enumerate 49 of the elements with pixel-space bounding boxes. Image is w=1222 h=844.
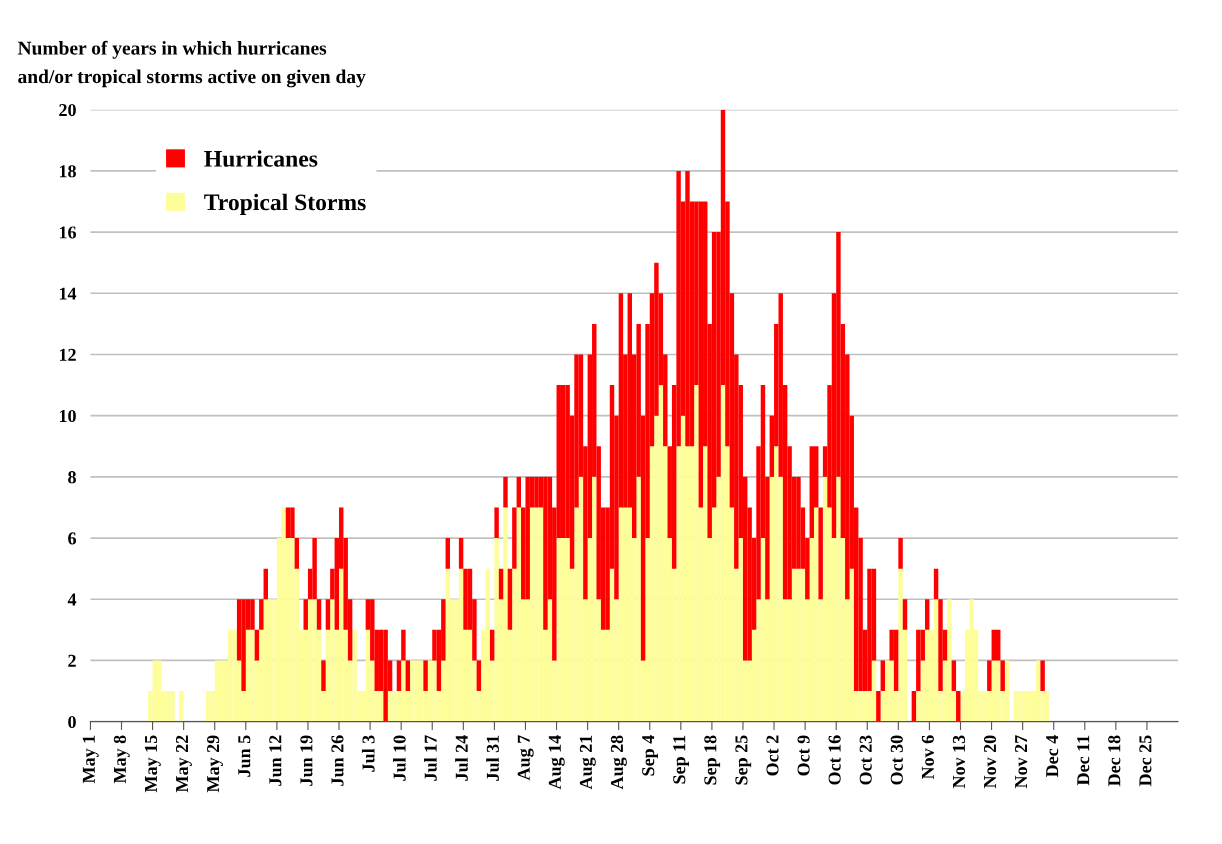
x-tick-label: Jun 26 — [331, 735, 344, 786]
y-tick-label: 4 — [67, 593, 77, 606]
y-tick-label: 16 — [59, 226, 77, 239]
x-tick-label: Sep 11 — [673, 735, 690, 784]
x-tick-label: May 22 — [175, 735, 192, 793]
x-tick-label: Jun 19 — [300, 735, 313, 786]
x-tick-label: Sep 4 — [642, 735, 658, 776]
x-tick-label: Jul 10 — [392, 735, 406, 781]
x-tick-label: Jul 3 — [361, 735, 375, 772]
y-tick-label: 18 — [59, 165, 76, 178]
x-tick-label: Dec 4 — [1046, 735, 1059, 778]
x-tick-label: Aug 21 — [579, 735, 596, 790]
x-tick-label: Nov 6 — [921, 735, 934, 780]
x-tick-label: Aug 28 — [610, 735, 627, 790]
y-tick-label: 2 — [68, 654, 76, 667]
x-tick-label: Nov 13 — [952, 735, 966, 789]
x-tick-label: Dec 25 — [1139, 735, 1152, 787]
x-tick-label: Sep 25 — [735, 735, 752, 785]
x-tick-label: Dec 11 — [1077, 735, 1090, 786]
x-tick-label: Jun 12 — [269, 735, 282, 786]
legend-label: Hurricanes — [204, 150, 318, 167]
y-tick-label: 0 — [68, 715, 76, 729]
x-tick-label: May 1 — [82, 735, 99, 784]
x-tick-label: Nov 20 — [983, 735, 997, 789]
x-tick-label: May 8 — [113, 735, 130, 784]
x-tick-label: Oct 9 — [797, 735, 810, 776]
x-tick-label: Jul 31 — [486, 735, 499, 781]
x-tick-label: Dec 18 — [1108, 735, 1121, 787]
y-tick-label: 14 — [59, 287, 77, 300]
x-tick-label: Oct 23 — [859, 735, 872, 785]
chart-title: Number of years in which hurricanes and/or tropical storms active on given day — [17, 40, 366, 88]
x-tick-label: Aug 7 — [517, 735, 534, 781]
x-tick-label: May 15 — [144, 735, 161, 793]
y-tick-label: 8 — [68, 471, 76, 484]
y-tick-label: 10 — [59, 409, 76, 423]
x-tick-label: Aug 14 — [548, 735, 565, 790]
x-tick-label: Oct 2 — [766, 735, 779, 776]
x-tick-label: May 29 — [207, 735, 223, 793]
y-tick-label: 6 — [68, 532, 77, 545]
y-tick-label: 12 — [59, 348, 76, 361]
x-tick-label: Oct 30 — [890, 735, 903, 785]
x-tick-label: Nov 27 — [1015, 735, 1028, 789]
legend-label: Tropical Storms — [204, 193, 366, 216]
y-tick-label: 20 — [59, 103, 76, 117]
x-tick-label: Sep 18 — [704, 735, 721, 785]
x-tick-label: Oct 16 — [828, 735, 841, 785]
x-tick-label: Jul 24 — [455, 735, 468, 781]
x-tick-label: Jul 17 — [424, 735, 437, 781]
x-tick-label: Jun 5 — [238, 735, 251, 777]
